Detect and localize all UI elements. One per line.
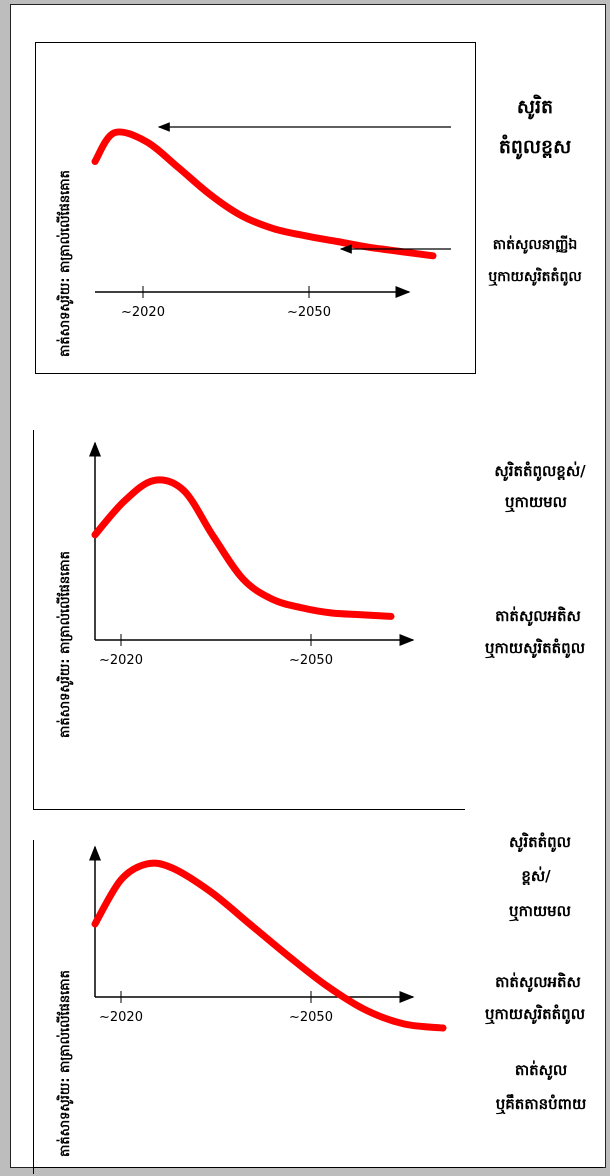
data-point-3-11 [440, 1025, 446, 1031]
series-line-2 [91, 476, 395, 620]
data-point-2-2 [122, 498, 128, 504]
chart-frame-3-bottom-border [33, 1167, 603, 1168]
data-point-1-3 [143, 138, 149, 144]
annotation-decline-label-1: តាត់សូលនាញ្ញីឯ [492, 237, 578, 253]
data-point-3-6 [247, 921, 253, 927]
data-point-1-5 [207, 191, 213, 197]
chart-1: ~2020 ~2050 ~2020 ~2050 ~2020 ~2050 [89, 122, 451, 1032]
series-line-1 [91, 128, 437, 260]
data-point-1-8 [303, 233, 308, 239]
data-point-2-6 [240, 576, 246, 582]
data-point-3-4 [169, 865, 175, 871]
annotation-peak-label-4: ឬកាយមល [505, 493, 567, 511]
chart-frame-3-left-border [33, 840, 34, 1174]
annotation-collapse-label-1: តាត់សូល [514, 1061, 568, 1079]
data-point-2-3 [151, 477, 157, 483]
y-axis-label-3: តាត់សាទសូរិយ: តាត្រាល់លើផែនគោត [58, 970, 73, 1157]
annotation-peak-label-7: ឬកាយមល [509, 902, 571, 920]
annotation-decline-label-6: ឬកាយសូរិតតំពូល [485, 1005, 585, 1023]
data-point-1-4 [175, 164, 181, 170]
chart-frame-1 [35, 42, 476, 374]
chart-frame-2-bottom-border [33, 809, 465, 810]
annotation-collapse-label-2: ឬគឹតតានបំពាយ [495, 1095, 587, 1113]
x-tick-label-3-2: ~2050 [289, 1010, 333, 1025]
annotation-decline-label-3: តាត់សូលអតិស [495, 607, 581, 625]
data-point-2-4 [181, 488, 187, 494]
x-tick-label-2-1: ~2020 [99, 653, 143, 668]
data-point-2-11 [388, 613, 394, 619]
data-point-3-5 [208, 889, 214, 895]
data-point-1-12 [430, 253, 436, 259]
annotation-peak-label-3: សូរិតតំពូលខ្ពស់/ [494, 462, 586, 480]
x-tick-label-2-2: ~2050 [289, 653, 333, 668]
page: តាត់សាទសូរិយ: តាត្រាល់លើផែនគោត ~2020 ~205… [10, 4, 606, 1174]
annotation-peak-label-2: តំពូលខ្ពស [498, 136, 572, 158]
series-line-3 [91, 859, 447, 1032]
data-point-3-9 [363, 1007, 369, 1013]
data-point-1-9 [334, 239, 340, 244]
annotation-peak-label-5: សូរិតតំពូល [509, 833, 571, 851]
annotation-decline-label-2: ឬកាយសូរិតតំពូល [488, 269, 582, 285]
data-point-1-6 [239, 213, 245, 219]
data-point-1-2 [111, 130, 117, 136]
data-point-3-2 [118, 877, 124, 883]
annotation-decline-label-5: តាត់សូលអតិស [495, 973, 581, 991]
data-point-2-1 [92, 532, 98, 538]
annotation-peak-label-6: ខ្ពស់/ [521, 867, 551, 885]
data-point-2-5 [210, 534, 216, 539]
data-point-3-10 [401, 1021, 407, 1027]
data-point-3-3 [144, 861, 150, 867]
data-point-2-8 [299, 605, 305, 611]
chart-frame-2-left-border [33, 430, 34, 809]
x-tick-label-1-1: ~2020 [121, 305, 165, 320]
data-point-1-1 [92, 159, 98, 164]
data-point-1-7 [271, 226, 277, 232]
data-point-3-1 [92, 921, 98, 927]
y-axis-label-2: តាត់សាទសូរិយ: តាត្រាល់លើផែនគោត [58, 551, 73, 738]
data-point-3-8 [324, 983, 330, 989]
x-tick-label-3-1: ~2020 [99, 1010, 143, 1025]
data-point-2-9 [329, 610, 335, 616]
data-point-2-7 [270, 596, 276, 602]
data-point-1-11 [398, 249, 404, 255]
data-point-2-10 [358, 612, 364, 618]
data-point-3-7 [285, 953, 291, 959]
annotation-decline-label-4: ឬកាយសូរិតតំពូល [485, 639, 585, 657]
annotation-peak-label-1: សូរិត [516, 96, 554, 118]
x-tick-label-1-2: ~2050 [287, 305, 331, 320]
